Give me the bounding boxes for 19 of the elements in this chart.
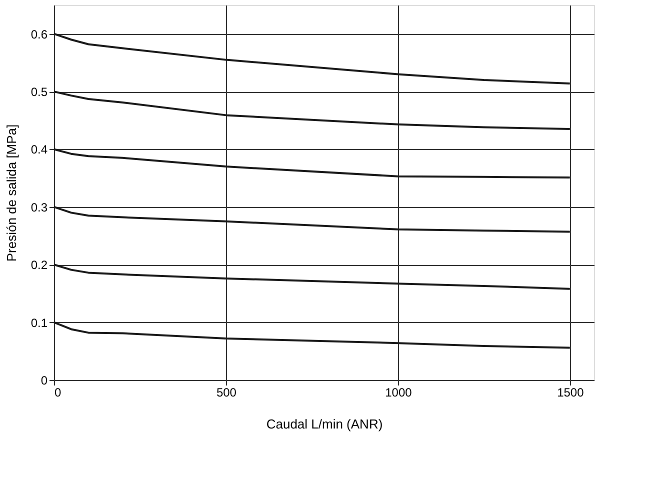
line-series (53, 90, 571, 130)
line-series (53, 264, 571, 290)
y-tick-label: 0.2 (30, 258, 48, 272)
x-axis-title: Caudal L/min (ANR) (266, 416, 383, 432)
x-tick-label: 500 (216, 386, 237, 400)
y-axis-title: Presión de salida [MPa] (4, 124, 19, 262)
line-series (53, 32, 571, 84)
line-series (53, 321, 571, 349)
line-series (53, 148, 571, 178)
x-tick-label: 1000 (385, 386, 412, 400)
y-tick-label: 0.4 (30, 142, 48, 157)
x-tick-label: 0 (54, 386, 62, 400)
y-tick-label: 0.3 (30, 200, 48, 214)
line-series (53, 206, 571, 233)
x-tick-label: 1500 (557, 386, 584, 400)
y-tick-label: 0.5 (30, 85, 48, 100)
y-tick-label: 0.1 (30, 316, 48, 330)
y-tick-label: 0.6 (30, 27, 48, 42)
y-tick-label: 0 (40, 374, 48, 388)
